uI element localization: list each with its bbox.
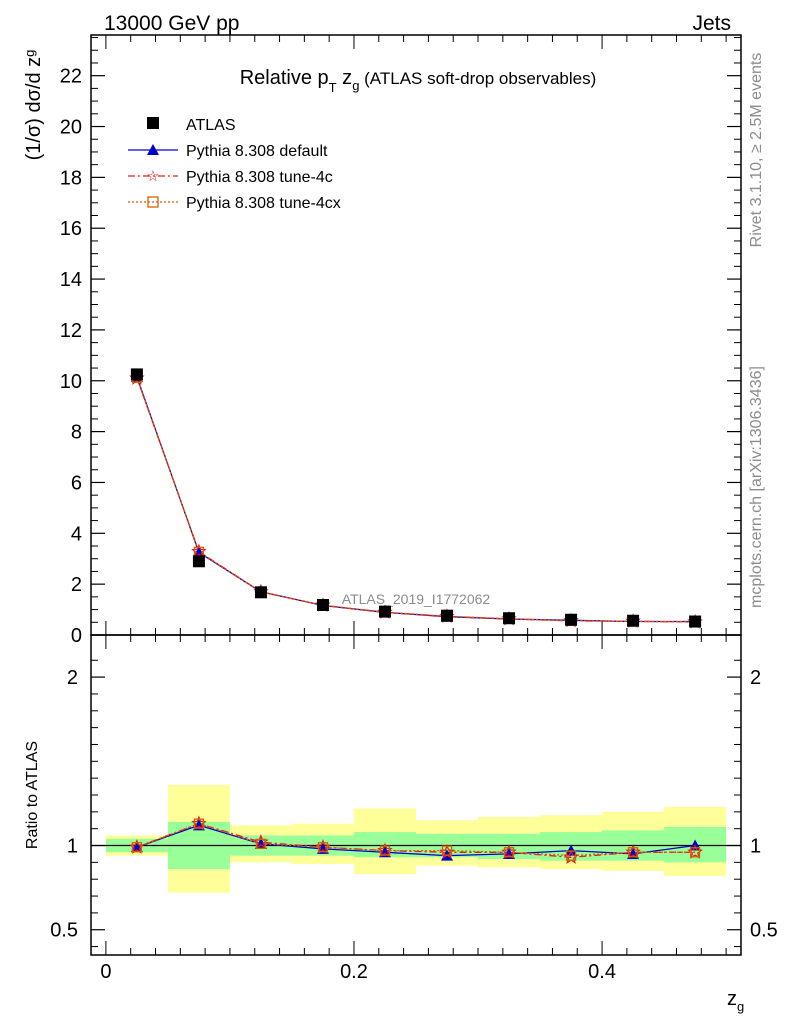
y-tick-label: 2 [71,574,82,596]
ratio-series-line-2 [136,822,696,858]
process-label: Jets [692,12,731,35]
main-series [129,368,703,629]
main-series-line-1 [136,376,696,623]
atlas-data-point [565,613,578,626]
main-series-line-3 [136,377,696,623]
ratio-y-tick-label-right: 0.5 [750,920,778,942]
y-tick-label: 0 [71,625,82,647]
atlas-data-point [378,605,391,618]
ratio-series-point-3 [317,842,329,853]
y-tick-label: 8 [71,422,82,444]
atlas-data-point [441,609,454,622]
atlas-data-point [192,555,205,568]
energy-label: 13000 GeV pp [104,12,239,35]
legend-atlas-marker [147,117,159,129]
legend-default-marker [147,144,159,155]
x-tick-label: 0.2 [340,961,368,983]
ratio-y-tick-label-left: 0.5 [50,920,78,942]
legend: ATLAS Pythia 8.308 default ☆ Pythia 8.30… [128,117,341,212]
legend-default-label: Pythia 8.308 default [186,143,328,160]
ratio-series [129,815,703,864]
analysis-watermark: ATLAS_2019_I1772062 [342,591,491,607]
x-tick-label: 0.4 [588,961,616,983]
y-tick-label: 16 [60,218,82,240]
atlas-data-point [316,599,329,611]
y-tick-label: 12 [60,320,82,342]
ratio-y-tick-label-left: 2 [67,667,78,689]
main-title: Relative pT zg (ATLAS soft-drop observab… [240,67,597,95]
y-tick-label: 20 [60,117,82,139]
y-tick-label: 22 [60,66,82,88]
legend-tune4c-label: Pythia 8.308 tune-4c [186,169,333,186]
atlas-data-point [130,368,143,381]
legend-atlas-label: ATLAS [186,117,236,134]
mcplots-label: mcplots.cern.ch [arXiv:1306.3436] [748,366,765,608]
ratio-series-point-3 [627,847,639,858]
ratio-y-tick-label-right: 1 [750,836,761,858]
ratio-uncertainty-bands [91,784,741,893]
ratio-series-point-3 [379,845,391,856]
ratio-series-point-3 [255,838,267,849]
ratio-series-point-3 [503,847,515,858]
atlas-data-point [627,614,640,627]
ratio-series-line-3 [136,822,696,857]
x-tick-label: 0 [100,961,111,983]
ratio-y-axis-label: Ratio to ATLAS [24,741,41,849]
y-tick-label: 6 [71,472,82,494]
main-axis-ticks: 0 2 4 6 8 10 12 14 16 18 20 22 [60,35,741,647]
atlas-data-point [503,612,516,625]
ratio-series-line-1 [136,824,696,857]
ratio-series-point-3 [565,850,577,861]
atlas-data-point [254,586,267,599]
rivet-label: Rivet 3.1.10, ≥ 2.5M events [748,53,765,248]
legend-tune4cx-label: Pythia 8.308 tune-4cx [186,195,341,212]
main-y-axis-label: (1/σ) dσ/d zg [22,50,45,161]
ratio-series-point-3 [689,847,701,858]
y-tick-label: 18 [60,167,82,189]
ratio-y-tick-label-left: 1 [67,836,78,858]
legend-tune4c-marker: ☆ [146,167,159,185]
ratio-axis-ticks: 0 0.2 0.4 0.5 0.5 1 1 2 2 [50,635,778,983]
main-series-line-2 [136,377,696,623]
y-tick-label: 4 [71,523,82,545]
legend-tune4cx-marker [147,196,159,208]
y-tick-label: 10 [60,371,82,393]
y-tick-label: 14 [60,269,82,291]
ratio-series-point-3 [131,842,143,853]
ratio-series-point-3 [193,818,205,829]
ratio-y-tick-label-right: 2 [750,667,761,689]
ratio-series-point-3 [441,845,453,856]
atlas-data-point [689,615,702,628]
x-axis-label: zg [727,988,744,1014]
